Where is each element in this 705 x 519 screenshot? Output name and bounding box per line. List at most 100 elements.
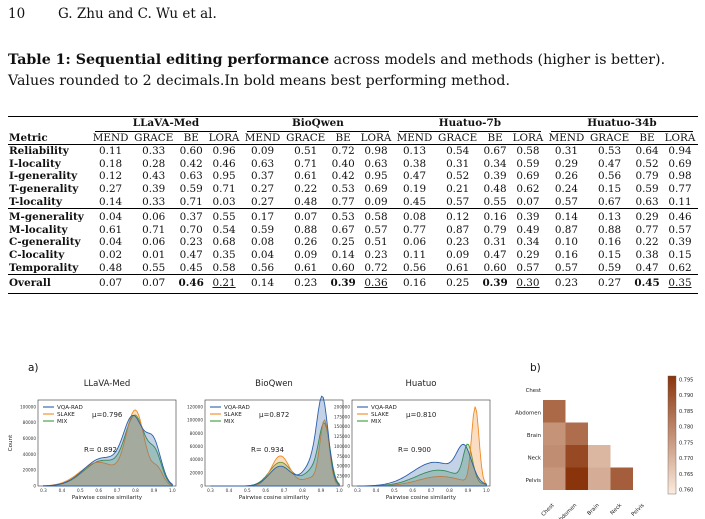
table-cell: 0.06 (402, 236, 427, 249)
caption-label: Table 1: (8, 52, 71, 68)
y-tick-label: 60000 (190, 444, 204, 449)
table-cell: 0.58 (358, 208, 394, 224)
table-cell: 0.12 (99, 170, 123, 183)
x-tick-label: 1.0 (336, 488, 343, 493)
table-cell: 0.16 (598, 236, 622, 249)
table-cell: 0.63 (250, 157, 275, 170)
table-cell: 0.72 (364, 261, 388, 274)
table-cell: 0.29 (554, 157, 579, 170)
table-cell: 0.33 (131, 144, 177, 158)
mu-annotation: μ=0.796 (92, 411, 123, 419)
group-header: Huatuo-7b (394, 117, 546, 132)
table-cell: 0.02 (99, 248, 123, 261)
heatmap-col-label: Pelvis (631, 503, 646, 518)
table-cell: 0.60 (483, 261, 507, 274)
group-label: LLaVA-Med (95, 117, 237, 132)
x-tick-label: 0.9 (318, 488, 325, 493)
table-cell: 0.39 (668, 236, 692, 249)
table-cell: 0.60 (331, 261, 355, 274)
table-cell: 0.06 (131, 208, 177, 224)
table-cell: 0.11 (90, 144, 132, 158)
table-cell: 0.67 (480, 144, 511, 158)
group-header: LLaVA-Med (90, 117, 242, 132)
table-cell: 0.46 (176, 274, 207, 294)
panel-a-label: a) (28, 362, 39, 374)
results-table: LLaVA-Med BioQwen Huatuo-7b Huatuo-34b Metri… (8, 116, 698, 294)
table-cell: 0.88 (294, 223, 318, 236)
table-cell: 0.07 (90, 274, 132, 294)
table-cell: 0.11 (402, 248, 427, 261)
table-cell: 0.09 (364, 195, 388, 208)
subplot-title: BioQwen (255, 379, 293, 389)
table-cell: 0.07 (283, 208, 329, 224)
table-cell: 0.55 (206, 208, 242, 224)
x-tick-label: 0.3 (207, 488, 214, 493)
table-cell: 0.95 (212, 170, 236, 183)
table-cell: 0.42 (179, 157, 203, 170)
table-cell: 0.47 (635, 261, 659, 274)
table-cell: 0.07 (516, 195, 540, 208)
heatmap-col-label: Abdomen (556, 503, 579, 519)
heatmap-cell (588, 445, 611, 468)
table-cell: 0.16 (480, 208, 511, 224)
table-cell: 0.39 (142, 182, 166, 195)
table-cell: 0.54 (212, 223, 236, 236)
x-tick-label: 0.6 (262, 488, 269, 493)
colorbar-tick: 0.785 (679, 409, 693, 415)
table-cell: 0.04 (99, 236, 123, 249)
table-cell: 0.69 (516, 170, 540, 183)
table-cell: 0.31 (483, 236, 507, 249)
table-cell: 0.51 (283, 144, 329, 158)
running-authors: G. Zhu and C. Wu et al. (58, 6, 217, 22)
table-cell: 0.45 (402, 195, 427, 208)
heatmap-cell (565, 422, 588, 445)
colorbar (667, 375, 677, 495)
table-cell: 0.46 (661, 208, 698, 224)
y-tick-label: 20000 (190, 470, 204, 475)
y-tick-label: 80000 (190, 431, 204, 436)
table-cell: 0.23 (364, 248, 388, 261)
table-cell: 0.01 (142, 248, 166, 261)
heatmap-row-label: Brain (527, 433, 541, 439)
table-cell: 0.79 (483, 223, 507, 236)
legend-entry: MIX (371, 419, 381, 425)
table-cell: 0.88 (598, 223, 622, 236)
colorbar-tick: 0.780 (679, 425, 693, 431)
table-cell: 0.15 (598, 182, 622, 195)
table-cell: 0.96 (206, 144, 242, 158)
table-cell: 0.42 (331, 170, 355, 183)
method-header: LORA (512, 131, 544, 144)
group-header: Huatuo-34b (546, 117, 698, 132)
table-cell: 0.56 (402, 261, 427, 274)
table-cell: 0.21 (446, 182, 470, 195)
table-cell: 0.60 (176, 144, 207, 158)
row-metric: Reliability (8, 144, 90, 158)
table-cell: 0.03 (212, 195, 236, 208)
table-cell: 0.29 (632, 208, 662, 224)
page-number: 10 (8, 6, 26, 22)
table-cell: 0.09 (446, 248, 470, 261)
row-metric: M-generality (8, 208, 90, 224)
y-tick-label: 20000 (23, 468, 37, 473)
table-cell: 0.71 (294, 157, 318, 170)
table-cell: 0.39 (510, 208, 546, 224)
table-cell: 0.47 (402, 170, 427, 183)
legend-entry: SLAKE (57, 412, 75, 418)
table-cell: 0.59 (516, 157, 540, 170)
table-cell: 0.49 (516, 223, 540, 236)
x-tick-label: 0.7 (281, 488, 288, 493)
colorbar-tick: 0.765 (679, 472, 693, 478)
y-tick-label: 0 (33, 484, 36, 489)
table-cell: 0.25 (435, 274, 481, 294)
table-cell: 0.58 (212, 261, 236, 274)
table-cell: 0.68 (212, 236, 236, 249)
colorbar-tick: 0.760 (679, 488, 693, 494)
table-cell: 0.87 (554, 223, 579, 236)
density-curve (210, 395, 340, 487)
table-cell: 0.27 (587, 274, 633, 294)
group-header-row: LLaVA-Med BioQwen Huatuo-7b Huatuo-34b (8, 117, 698, 132)
table-cell: 0.47 (598, 157, 622, 170)
table-cell: 0.18 (99, 157, 123, 170)
table-cell: 0.72 (328, 144, 359, 158)
table-cell: 0.08 (393, 208, 436, 224)
